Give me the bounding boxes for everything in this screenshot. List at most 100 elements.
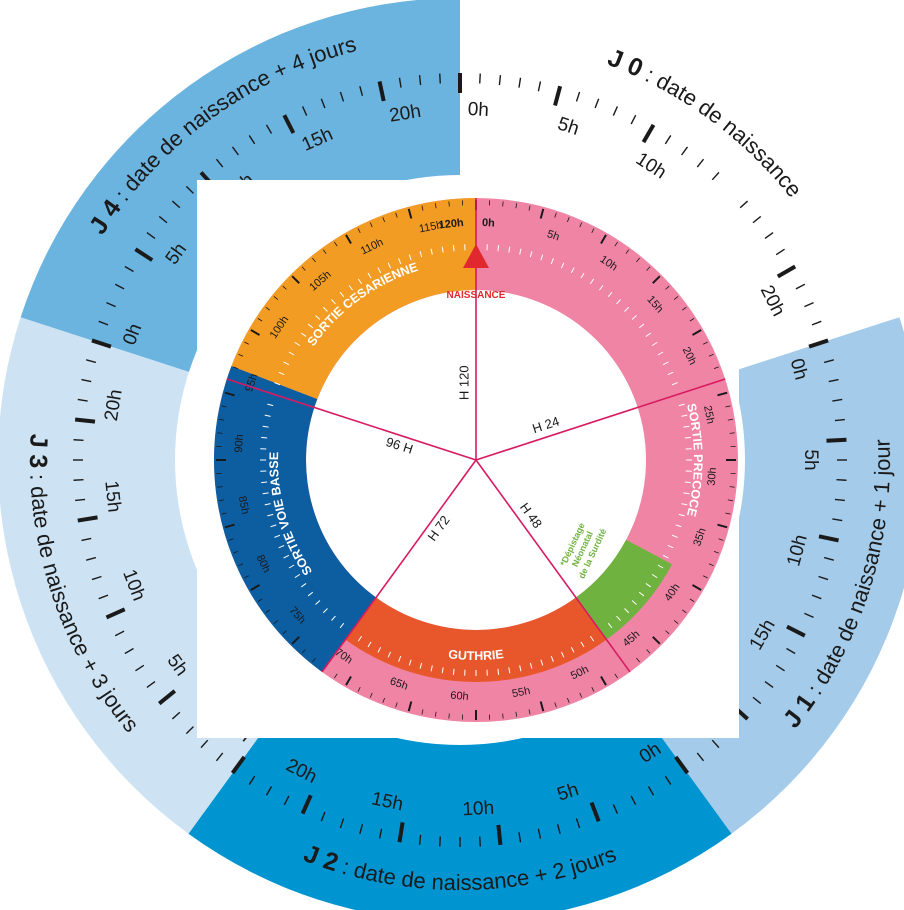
inner-sub-tick (294, 573, 301, 579)
inner-tick (727, 499, 733, 502)
inner-hour-label-120: 120h (438, 217, 464, 232)
inner-sub-tick (681, 503, 688, 506)
inner-tick (244, 575, 249, 579)
spoke-line (226, 378, 477, 461)
inner-tick (257, 598, 263, 602)
inner-sub-tick (307, 323, 314, 329)
inner-sub-tick (419, 251, 423, 258)
inner-sub-tick (683, 425, 690, 428)
inner-sub-tick (261, 436, 268, 439)
inner-tick (273, 296, 279, 300)
inner-sub-tick (662, 554, 669, 559)
outer-tick (612, 106, 619, 116)
inner-tick (291, 636, 300, 645)
inner-tick (591, 228, 595, 233)
outer-tick (711, 739, 720, 749)
inner-sub-tick (408, 254, 412, 261)
inner-sub-tick (645, 332, 652, 337)
inner-tick (265, 609, 270, 614)
inner-tick (224, 523, 235, 529)
outer-tick (818, 534, 839, 543)
inner-tick (600, 676, 607, 686)
inner-sub-tick (270, 524, 277, 528)
inner-sub-tick (638, 591, 645, 597)
outer-tick (764, 231, 774, 239)
inner-sub-tick (638, 323, 645, 329)
inner-tick (729, 432, 735, 434)
inner-sub-tick (322, 306, 328, 312)
inner-tick (652, 275, 661, 284)
outer-tick (518, 77, 522, 88)
outer-tick (479, 836, 481, 847)
inner-sub-tick (262, 425, 269, 428)
inner-sub-tick (589, 635, 595, 642)
inner-tick (502, 713, 504, 719)
outer-tick (124, 647, 134, 655)
inner-sub-tick (607, 622, 613, 629)
inner-sub-tick (288, 564, 295, 569)
outer-tick (81, 537, 92, 542)
inner-tick (528, 709, 531, 715)
inner-tick (282, 285, 287, 290)
inner-tick (646, 266, 651, 271)
outer-tick (248, 135, 256, 145)
outer-tick (248, 775, 256, 785)
inner-sub-tick (607, 291, 613, 298)
outer-tick (795, 283, 806, 290)
outer-tick (300, 794, 313, 815)
outer-tick (518, 832, 522, 843)
inner-sub-tick (267, 513, 274, 517)
day-sector-j2 (188, 690, 732, 910)
outer-tick (124, 265, 134, 273)
outer-tick (77, 515, 98, 523)
inner-sub-tick (678, 403, 685, 407)
inner-tick (727, 418, 733, 421)
inner-sub-tick (348, 284, 353, 291)
outer-tick (359, 86, 364, 97)
outer-tick (105, 607, 126, 620)
outer-tick (834, 498, 845, 502)
outer-tick (696, 158, 705, 168)
inner-tick (382, 217, 385, 223)
inner-tick (665, 285, 670, 290)
outer-tick (77, 398, 88, 402)
outer-tick (146, 231, 156, 239)
inner-sub-tick (651, 573, 658, 579)
outer-tick (339, 818, 345, 829)
segment-cesarienne (231, 198, 476, 400)
outer-tick (215, 752, 224, 762)
inner-tick (554, 212, 557, 218)
segment-voie-basse (214, 366, 377, 672)
outer-tick (91, 338, 112, 349)
inner-tick (713, 551, 719, 554)
inner-sub-tick (667, 371, 674, 376)
inner-tick (301, 649, 306, 654)
inner-tick (382, 697, 385, 703)
outer-tick (739, 200, 749, 209)
inner-tick (502, 201, 504, 207)
inner-sub-tick (671, 382, 678, 386)
inner-sub-tick (288, 351, 295, 356)
inner-tick (646, 649, 651, 654)
inner-tick (395, 702, 398, 708)
outer-tick (215, 158, 224, 168)
outer-tick (439, 73, 441, 84)
inner-sub-tick (570, 646, 575, 653)
inner-sub-tick (497, 245, 500, 252)
outer-tick (320, 811, 326, 822)
inner-tick (579, 222, 583, 228)
inner-tick (357, 687, 361, 692)
inner-tick (219, 499, 225, 502)
inner-tick (625, 249, 630, 254)
inner-tick (717, 523, 728, 529)
inner-tick (528, 205, 531, 211)
inner-tick (421, 709, 424, 715)
inner-tick (369, 692, 373, 698)
outer-tick (73, 439, 84, 441)
outer-tick (75, 498, 86, 502)
outer-tick (752, 696, 762, 705)
outer-tick (185, 185, 194, 194)
inner-sub-tick (387, 651, 392, 658)
outer-tick (230, 755, 246, 775)
